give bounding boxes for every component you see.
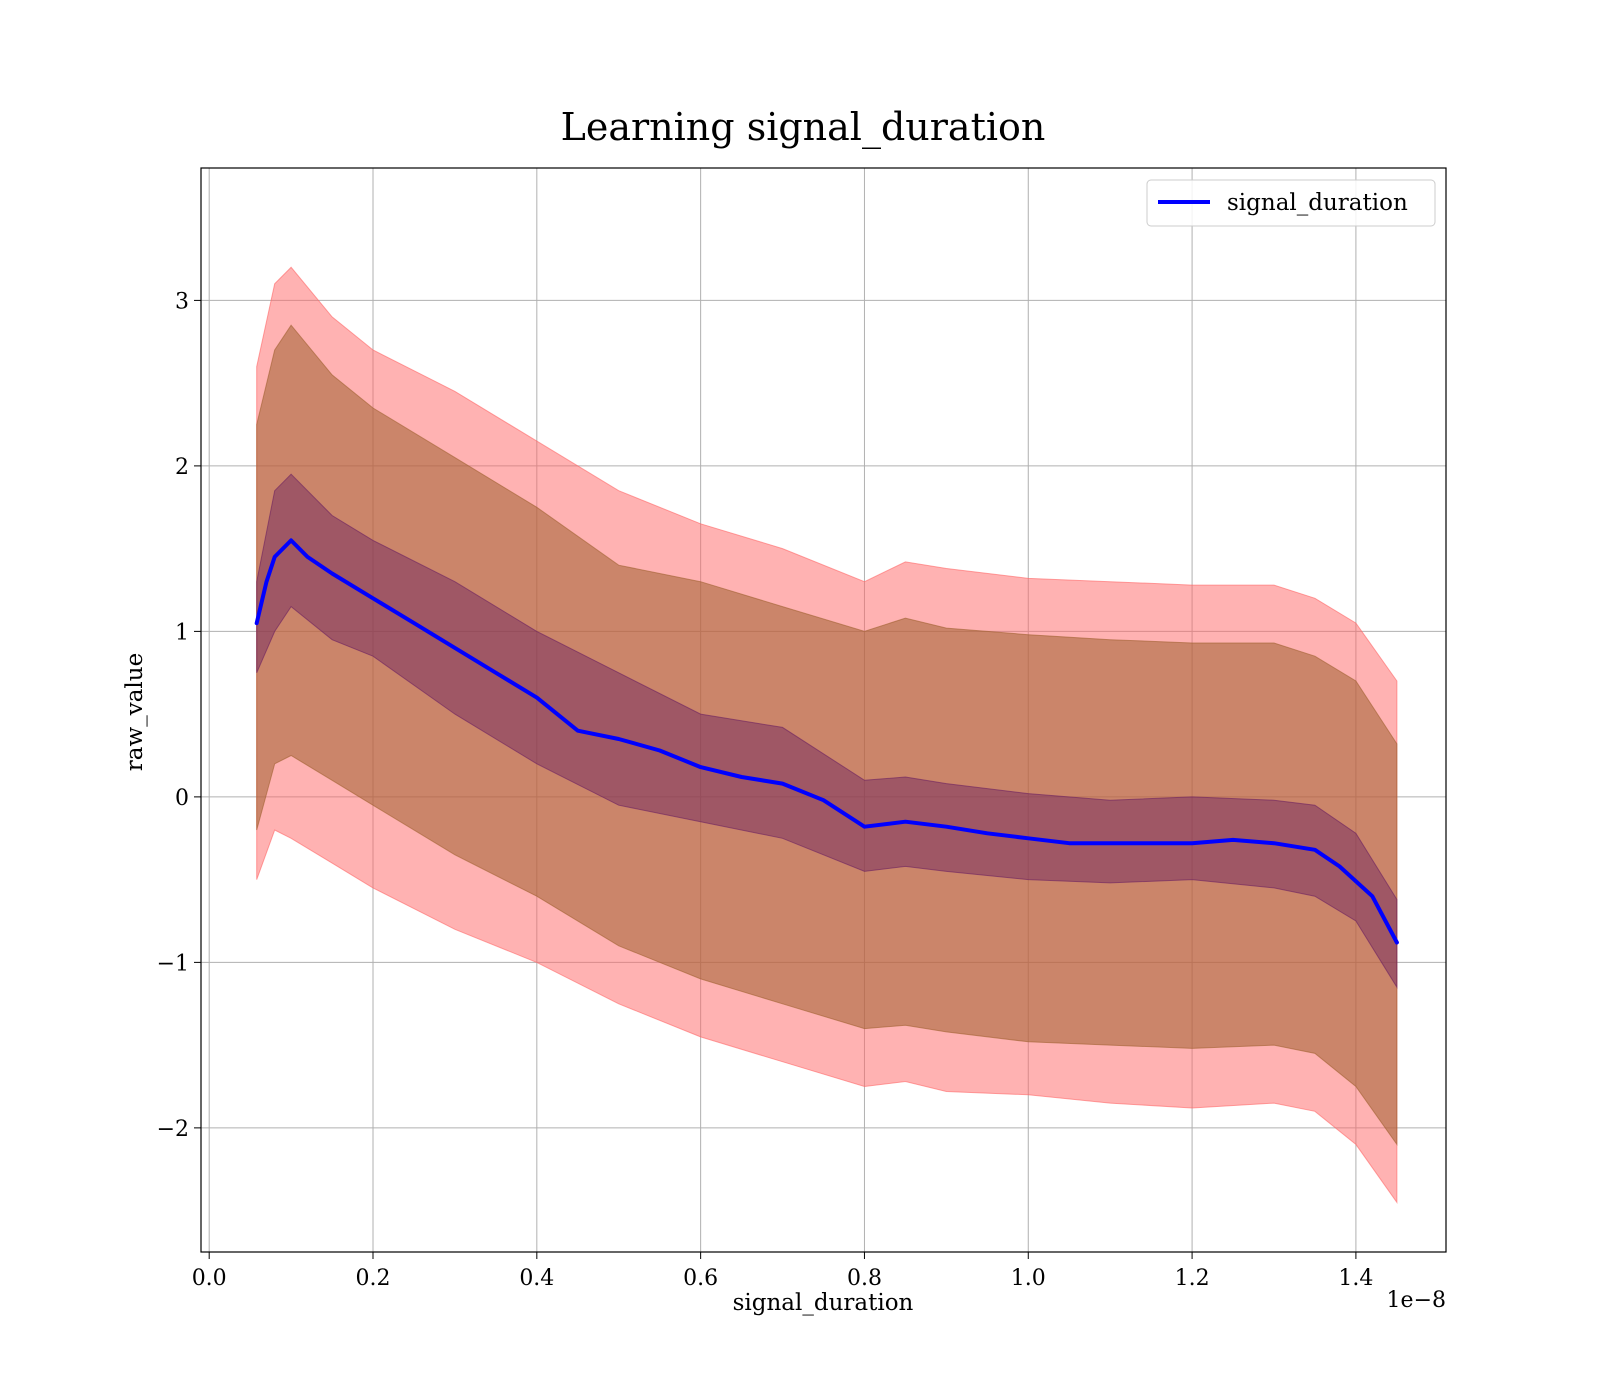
y-axis-title: raw_value (122, 653, 148, 771)
y-tick-label: 3 (175, 289, 189, 314)
x-tick-label: 0.4 (519, 1266, 554, 1291)
x-tick-label: 1.2 (1175, 1266, 1210, 1291)
y-axis-ticks: −2 −1 0 1 2 3 (157, 289, 201, 1142)
series-line (254, 538, 1399, 945)
x-tick-label: 0.6 (683, 1266, 718, 1291)
x-tick-label: 1.4 (1338, 1266, 1373, 1291)
x-tick-label: 0.2 (356, 1266, 391, 1291)
confidence-band (256, 324, 1398, 1146)
legend: signal_duration (1146, 179, 1436, 227)
x-axis-title: signal_duration (733, 1290, 914, 1316)
x-tick-label: 1.0 (1011, 1266, 1046, 1291)
y-tick-label: 1 (175, 620, 189, 645)
confidence-band (256, 473, 1398, 989)
plot-frame (200, 167, 1447, 1253)
x-axis-ticks: 0.0 0.2 0.4 0.6 0.8 1.0 1.2 1.4 (192, 1252, 1373, 1291)
legend-label: signal_duration (1227, 190, 1408, 216)
x-tick-label: 0.0 (192, 1266, 227, 1291)
y-tick-label: −1 (157, 951, 189, 976)
y-tick-label: −2 (157, 1117, 189, 1142)
y-tick-label: 0 (175, 786, 189, 811)
y-tick-label: 2 (175, 455, 189, 480)
legend-box (1146, 179, 1436, 227)
chart-title: Learning signal_duration (561, 105, 1046, 150)
series-lines (254, 538, 1399, 945)
x-axis-offset-label: 1e−8 (1387, 1288, 1446, 1313)
confidence-bands (256, 266, 1398, 1204)
x-tick-label: 0.8 (847, 1266, 882, 1291)
